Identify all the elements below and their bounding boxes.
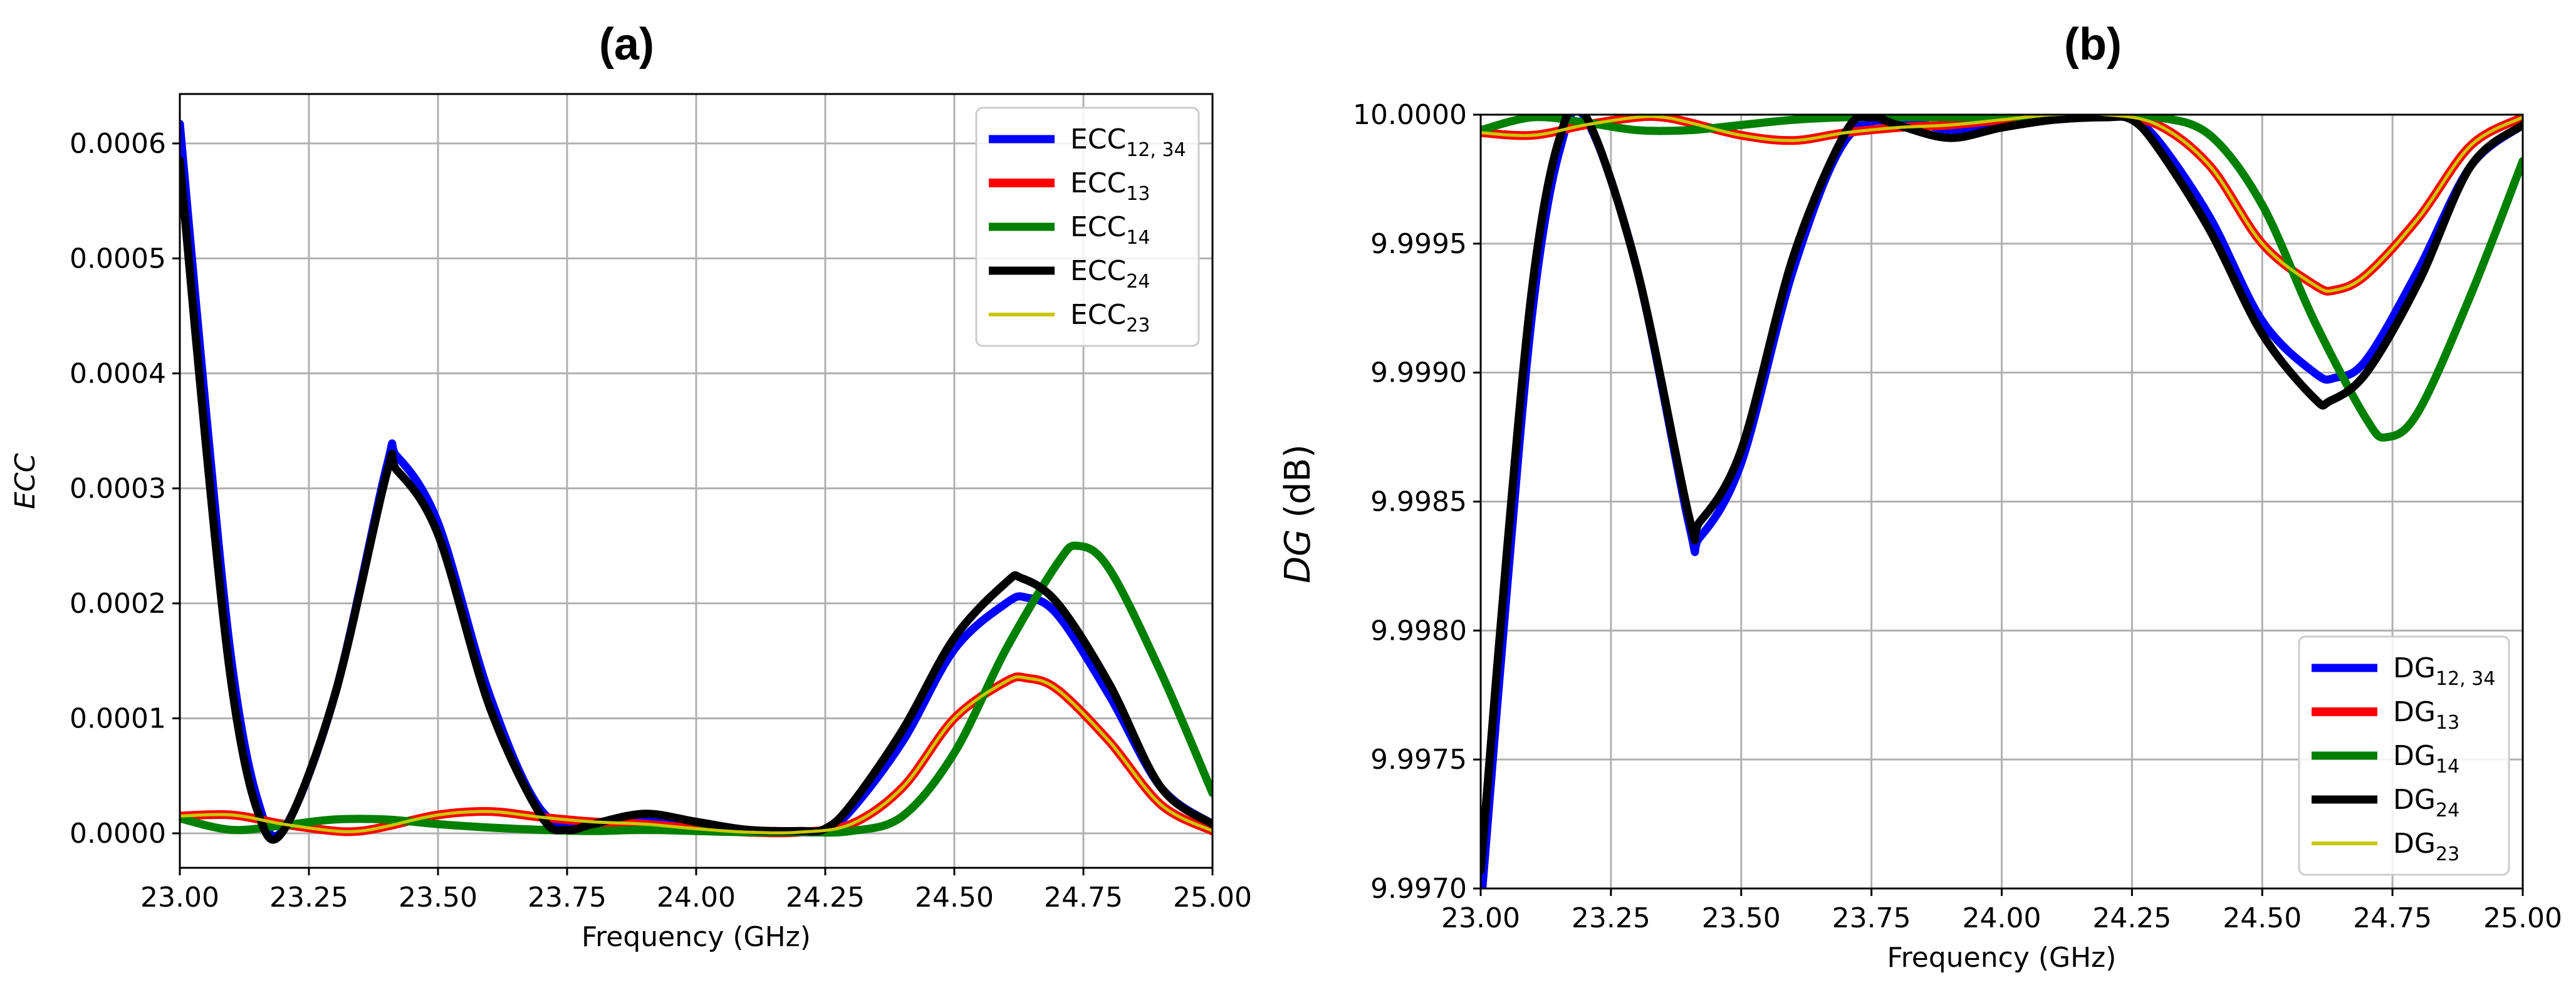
- legend-label: ECC24: [1070, 255, 1150, 293]
- legend-label: ECC14: [1070, 211, 1150, 249]
- y-tick-label: 9.9970: [1370, 873, 1467, 905]
- y-axis-label: DG (dB): [1278, 444, 1318, 583]
- x-tick-label: 24.50: [2223, 902, 2302, 934]
- legend-label-subscript: 23: [1126, 315, 1150, 336]
- legend-label-name: ECC: [1070, 123, 1126, 155]
- legend-label: ECC13: [1070, 167, 1150, 205]
- legend-label-subscript: 23: [2436, 843, 2459, 865]
- series-group: [180, 120, 1212, 844]
- y-tick-label: 9.9990: [1370, 357, 1467, 389]
- series-line-dg24: [1481, 115, 2523, 875]
- legend-label-name: ECC: [1070, 255, 1126, 287]
- y-tick-label: 0.0003: [70, 472, 166, 504]
- y-tick-label: 0.0000: [70, 818, 166, 850]
- y-tick-label: 9.9985: [1370, 486, 1467, 518]
- legend-label: DG12, 34: [2393, 652, 2495, 690]
- legend-box: [975, 107, 1200, 347]
- x-axis-label: Frequency (GHz): [1887, 942, 2117, 974]
- y-axis-label-symbol: DG: [1278, 529, 1318, 583]
- legend-label-name: ECC: [1070, 167, 1126, 199]
- y-tick-label: 9.9975: [1370, 744, 1467, 776]
- legend-label: ECC12, 34: [1070, 123, 1186, 161]
- y-tick-label: 0.0006: [70, 128, 166, 160]
- series-line-ecc23: [180, 675, 1212, 835]
- x-axis-label: Frequency (GHz): [581, 921, 811, 953]
- x-tick-label: 23.00: [1441, 902, 1520, 934]
- series-line-ecc24: [180, 156, 1212, 844]
- series-group: [1481, 115, 2523, 888]
- legend-label: DG24: [2393, 784, 2459, 821]
- x-tick-label: 23.00: [140, 882, 219, 914]
- legend-label-name: DG: [2393, 696, 2436, 728]
- x-tick-label: 24.75: [1044, 882, 1123, 914]
- x-tick-label: 23.75: [1832, 902, 1911, 934]
- chart-title: (a): [599, 19, 654, 70]
- y-tick-label: 9.9980: [1370, 615, 1467, 647]
- legend-label-subscript: 14: [1126, 227, 1150, 249]
- x-tick-label: 25.00: [1173, 882, 1252, 914]
- legend-label-subscript: 24: [1126, 271, 1150, 293]
- x-tick-label: 23.50: [399, 882, 477, 914]
- y-axis-label: ECC: [9, 453, 41, 509]
- legend-label-name: DG: [2393, 828, 2436, 860]
- chart-title: (b): [2064, 19, 2122, 70]
- legend-label: DG23: [2393, 828, 2459, 865]
- x-tick-label: 24.25: [786, 882, 865, 914]
- y-axis-label-unit: (dB): [1278, 444, 1318, 529]
- y-tick-label: 9.9995: [1370, 228, 1467, 260]
- y-tick-label: 0.0005: [70, 242, 166, 274]
- y-axis-label-symbol: ECC: [9, 453, 41, 509]
- x-tick-label: 24.00: [1963, 902, 2042, 934]
- legend-label-subscript: 14: [2436, 756, 2459, 778]
- legend-label: ECC23: [1070, 299, 1150, 336]
- x-tick-label: 24.25: [2092, 902, 2171, 934]
- legend-label-name: DG: [2393, 740, 2436, 772]
- legend-label-subscript: 12, 34: [2436, 668, 2495, 690]
- chart-panel-a: (a) 23.00 23.25 23.50 23.75 24.00 24.25 24.50 24…: [9, 19, 1252, 953]
- x-tick-label: 24.75: [2353, 902, 2432, 934]
- x-tick-label: 23.25: [269, 882, 348, 914]
- y-tick-label: 0.0004: [70, 358, 166, 390]
- x-tick-label: 23.75: [528, 882, 607, 914]
- legend-box: [2298, 635, 2510, 876]
- legend-label-subscript: 24: [2436, 800, 2459, 821]
- y-tick-label: 0.0002: [70, 588, 166, 620]
- legend-label: DG14: [2393, 740, 2459, 778]
- legend-label: DG13: [2393, 696, 2459, 734]
- x-tick-label: 25.00: [2483, 902, 2562, 934]
- legend-label-name: ECC: [1070, 299, 1126, 331]
- legend-label-subscript: 13: [1126, 183, 1150, 205]
- legend-label-subscript: 13: [2436, 712, 2459, 734]
- legend-label-name: DG: [2393, 784, 2436, 816]
- x-tick-label: 24.50: [915, 882, 994, 914]
- legend-label-name: DG: [2393, 652, 2436, 684]
- x-tick-label: 24.00: [657, 882, 736, 914]
- series-line-dg14: [1481, 115, 2523, 442]
- x-tick-label: 23.50: [1702, 902, 1781, 934]
- legend-label-subscript: 12, 34: [1126, 139, 1186, 161]
- y-tick-label: 10.0000: [1353, 99, 1467, 131]
- chart-panel-b: (b) 23.00 23.25 23.50 23.75 24.00 24.25 24.50 24…: [1278, 19, 2562, 974]
- series-line-dg23: [1481, 115, 2523, 293]
- x-tick-label: 23.25: [1572, 902, 1650, 934]
- legend-label-name: ECC: [1070, 211, 1126, 243]
- y-tick-label: 0.0001: [70, 702, 166, 734]
